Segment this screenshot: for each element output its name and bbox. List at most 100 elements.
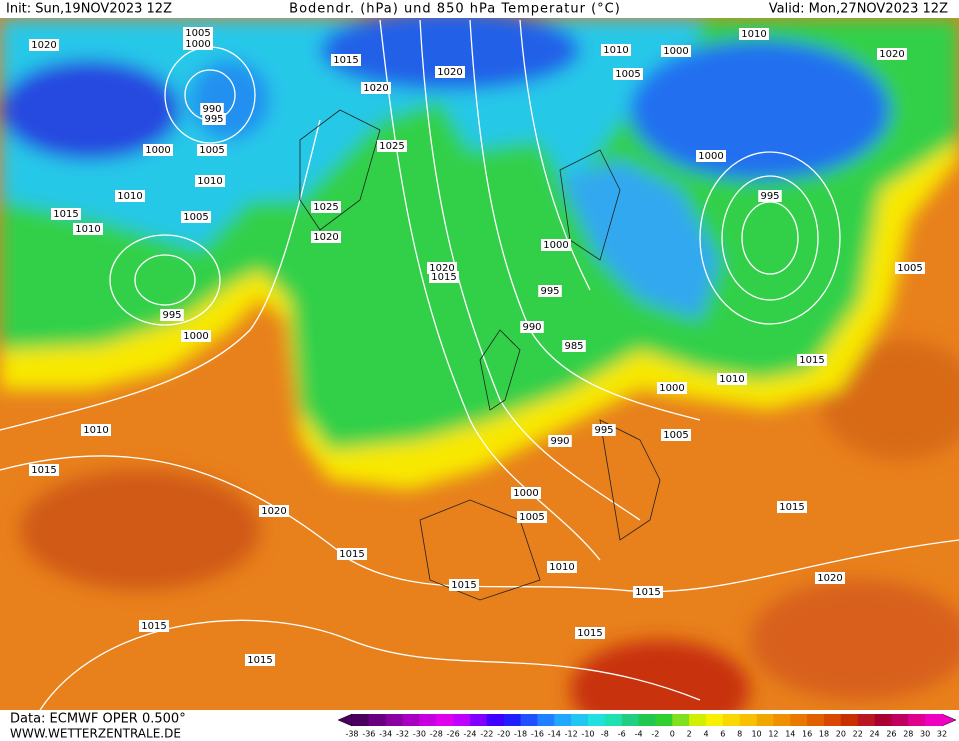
isobar-label: 1015 [331, 54, 361, 66]
isobar-label: 1015 [51, 208, 81, 220]
label-box [511, 487, 541, 499]
legend-tick-label: 2 [687, 730, 692, 739]
legend-swatch [925, 714, 943, 726]
legend-swatch [402, 714, 420, 726]
label-box [331, 54, 361, 66]
label-text: 1020 [817, 573, 842, 584]
legend-tick-label: -6 [618, 730, 626, 739]
label-box [311, 231, 341, 243]
legend-tick-label: -32 [396, 730, 409, 739]
isobar-label: 1000 [181, 330, 211, 342]
label-box [115, 190, 145, 202]
label-text: 1020 [261, 506, 286, 517]
legend-swatch [368, 714, 387, 726]
legend-swatch [503, 714, 522, 726]
legend-tick-label: -12 [565, 730, 578, 739]
isobar-label: 1020 [29, 39, 59, 51]
label-text: 1025 [313, 202, 338, 213]
legend-tick-label: 30 [920, 730, 930, 739]
isobar-label: 1020 [815, 572, 845, 584]
isobar-label: 1015 [777, 501, 807, 513]
legend-swatch [672, 714, 690, 726]
isobar-label: 1000 [541, 239, 571, 251]
legend-tick-label: -22 [480, 730, 493, 739]
legend-tick-label: -26 [447, 730, 460, 739]
label-text: 1015 [141, 621, 166, 632]
isobar-label: 1000 [183, 38, 213, 50]
isobar-label: 1010 [547, 561, 577, 573]
legend-tick-label: 32 [937, 730, 947, 739]
legend-tick-label: -20 [497, 730, 510, 739]
label-text: 995 [162, 310, 181, 321]
label-box [613, 68, 643, 80]
label-text: 1015 [779, 502, 804, 513]
legend-tick-label: -14 [548, 730, 561, 739]
label-text: 1015 [635, 587, 660, 598]
label-box [183, 38, 213, 50]
isobar-label: 1005 [517, 511, 547, 523]
legend-swatch [807, 714, 825, 726]
label-text: 1015 [31, 465, 56, 476]
legend-tick-label: -2 [651, 730, 659, 739]
isobar-label: 1010 [73, 223, 103, 235]
label-text: 1000 [543, 240, 568, 251]
legend-swatch [840, 714, 859, 726]
label-box [361, 82, 391, 94]
label-text: 1005 [663, 430, 688, 441]
label-text: 1010 [75, 224, 100, 235]
legend-tick-label: 26 [886, 730, 896, 739]
label-box [717, 373, 747, 385]
legend-tick-label: 18 [819, 730, 829, 739]
label-text: 1010 [117, 191, 142, 202]
isobar-label: 1015 [429, 271, 459, 283]
label-box [777, 501, 807, 513]
isobar-label: 990 [200, 103, 224, 115]
isobar-label: 995 [592, 424, 616, 436]
legend-tick-label: 6 [720, 730, 725, 739]
label-box [657, 382, 687, 394]
legend-tick-label: 14 [785, 730, 795, 739]
label-box [547, 561, 577, 573]
isobar-label: 990 [548, 435, 572, 447]
legend-tick-label: -30 [413, 730, 426, 739]
label-text: 1000 [659, 383, 684, 394]
isobar-label: 1015 [245, 654, 275, 666]
isobar-label: 1010 [601, 44, 631, 56]
isobar-label: 1000 [143, 144, 173, 156]
label-box [815, 572, 845, 584]
isobar-label: 1015 [633, 586, 663, 598]
legend-swatch [655, 714, 673, 726]
label-box [29, 464, 59, 476]
label-box [160, 309, 184, 321]
legend-tick-label: 4 [703, 730, 708, 739]
valid-time: Valid: Mon,27NOV2023 12Z [769, 2, 948, 17]
label-text: 1000 [698, 151, 723, 162]
label-text: 1015 [451, 580, 476, 591]
label-text: 1015 [333, 55, 358, 66]
legend-swatch [739, 714, 758, 726]
label-text: 995 [204, 114, 223, 125]
legend-tick-label: -38 [345, 730, 358, 739]
isobar-label: 1020 [259, 505, 289, 517]
data-source: Data: ECMWF OPER 0.500° [10, 712, 186, 727]
label-text: 1020 [363, 83, 388, 94]
legend-swatch [554, 714, 572, 726]
isobar-label: 1015 [575, 627, 605, 639]
label-text: 1000 [145, 145, 170, 156]
label-box [758, 190, 782, 202]
label-text: 1005 [185, 28, 210, 39]
label-text: 1010 [603, 45, 628, 56]
label-box [575, 627, 605, 639]
label-box [259, 505, 289, 517]
label-box [517, 511, 547, 523]
legend-swatch [486, 714, 505, 726]
label-text: 1010 [719, 374, 744, 385]
label-box [377, 140, 407, 152]
label-text: 1020 [31, 40, 56, 51]
legend-tick-label: 10 [751, 730, 761, 739]
isobar-label: 1020 [311, 231, 341, 243]
isobar-label: 1010 [739, 28, 769, 40]
legend-swatch [638, 714, 656, 726]
legend-swatch [773, 714, 791, 726]
